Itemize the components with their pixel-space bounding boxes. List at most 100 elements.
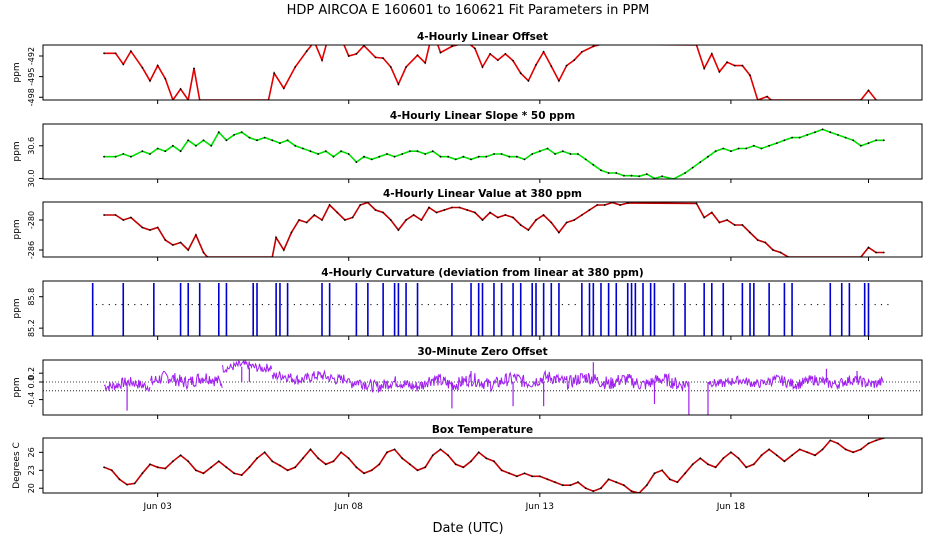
zero-offset-trace xyxy=(348,376,426,393)
data-point xyxy=(118,478,121,481)
baseline-dot xyxy=(746,303,749,306)
data-point xyxy=(592,45,595,48)
baseline-dot xyxy=(172,303,174,306)
plot-area xyxy=(103,45,877,100)
baseline-dot xyxy=(695,303,698,306)
data-point xyxy=(603,204,606,206)
baseline-dot xyxy=(529,303,532,306)
data-point xyxy=(279,464,281,467)
baseline-dot xyxy=(159,303,161,306)
baseline-dot xyxy=(261,303,263,306)
data-point xyxy=(852,139,855,142)
y-tick-label: -498 xyxy=(27,88,36,106)
data-point xyxy=(592,490,595,493)
data-point xyxy=(294,66,297,68)
baseline-dot xyxy=(210,303,212,306)
data-point xyxy=(451,45,453,48)
data-point xyxy=(558,231,560,234)
data-point xyxy=(256,139,258,142)
baseline-dot xyxy=(887,303,889,306)
baseline-dot xyxy=(804,303,806,306)
data-point xyxy=(684,172,686,174)
data-point xyxy=(512,216,514,219)
baseline-dot xyxy=(759,303,761,306)
baseline-dot xyxy=(191,303,193,306)
y-axis-label: ppm xyxy=(12,298,22,318)
data-point xyxy=(577,481,579,484)
data-point xyxy=(615,481,618,484)
series-line xyxy=(104,202,884,257)
data-point xyxy=(703,216,706,219)
data-point xyxy=(538,475,541,478)
data-point xyxy=(279,142,281,145)
zero-offset-trace xyxy=(149,370,223,391)
baseline-dot xyxy=(810,303,812,306)
data-point xyxy=(195,234,197,236)
baseline-dot xyxy=(389,303,391,306)
data-point xyxy=(508,472,511,475)
data-point xyxy=(103,52,105,55)
data-point xyxy=(393,155,396,158)
data-point xyxy=(718,221,721,224)
data-point xyxy=(768,144,770,147)
y-tick-label: 30.0 xyxy=(27,170,36,188)
data-point xyxy=(439,448,442,451)
data-point xyxy=(806,451,809,454)
data-point xyxy=(749,231,751,234)
data-point xyxy=(764,241,767,244)
data-point xyxy=(363,155,365,158)
baseline-dot xyxy=(408,303,410,306)
baseline-dot xyxy=(823,303,825,306)
data-point xyxy=(519,72,522,75)
data-point xyxy=(233,472,236,475)
data-point xyxy=(516,475,518,478)
data-point xyxy=(439,51,442,54)
x-tick-label: Jun 18 xyxy=(716,502,746,512)
data-point xyxy=(821,448,824,451)
data-point xyxy=(313,214,316,216)
data-point xyxy=(882,139,885,142)
data-point xyxy=(481,66,484,68)
baseline-dot xyxy=(357,303,359,306)
data-point xyxy=(248,466,251,469)
data-point xyxy=(420,219,423,221)
data-point xyxy=(305,221,308,224)
panel-title: 30-Minute Zero Offset xyxy=(417,346,547,358)
y-tick-label: 85.2 xyxy=(27,319,36,337)
baseline-dot xyxy=(108,303,110,306)
data-point xyxy=(149,463,151,466)
zero-offset-trace xyxy=(424,371,514,393)
data-point xyxy=(867,442,870,445)
data-point xyxy=(623,484,625,487)
baseline-dot xyxy=(555,303,557,306)
data-point xyxy=(844,448,847,451)
baseline-dot xyxy=(223,303,225,306)
data-point xyxy=(730,451,732,454)
data-point xyxy=(867,246,870,249)
panel-frame xyxy=(42,123,923,180)
data-point xyxy=(164,150,167,153)
data-point xyxy=(179,454,182,457)
baseline-dot xyxy=(504,303,506,306)
y-tick-label: 26 xyxy=(27,447,36,457)
data-point xyxy=(302,147,304,150)
baseline-dot xyxy=(434,303,436,306)
data-point xyxy=(355,466,358,469)
data-point xyxy=(691,166,694,169)
baseline-dot xyxy=(772,303,774,306)
data-point xyxy=(340,150,342,153)
data-point xyxy=(814,454,816,457)
data-point xyxy=(760,147,763,150)
data-point xyxy=(860,448,862,451)
data-point xyxy=(718,70,721,73)
data-point xyxy=(607,172,610,174)
data-point xyxy=(347,457,350,460)
baseline-dot xyxy=(306,303,308,306)
data-point xyxy=(508,155,511,158)
data-point xyxy=(156,466,159,469)
data-point xyxy=(210,466,213,469)
baseline-dot xyxy=(880,303,883,306)
data-point xyxy=(114,52,117,55)
data-point xyxy=(355,53,358,55)
data-point xyxy=(439,155,442,158)
